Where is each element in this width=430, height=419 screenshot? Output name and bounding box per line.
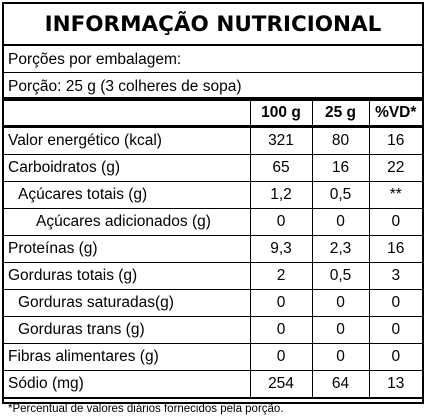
column-header-100g: 100 g: [250, 101, 313, 128]
table-row: Carboidratos (g) 65 16 22: [4, 154, 422, 182]
value-per-100g: 0: [249, 208, 312, 236]
nutrition-table: 100 g 25 g %VD* Valor energético (kcal) …: [4, 101, 422, 399]
table-row: Sódio (mg) 254 64 13: [4, 370, 422, 399]
value-per-25g: 64: [311, 370, 369, 399]
table-row: Gorduras saturadas(g) 0 0 0: [4, 289, 422, 317]
column-header-nutrient: [4, 101, 251, 128]
value-per-100g: 9,3: [249, 235, 312, 263]
table-row: Proteínas (g) 9,3 2,3 16: [4, 235, 422, 263]
value-vd: 13: [368, 370, 422, 399]
table-header-row: 100 g 25 g %VD*: [4, 101, 422, 128]
value-vd: 22: [368, 154, 422, 182]
table-row: Valor energético (kcal) 321 80 16: [4, 126, 422, 155]
value-per-25g: 0,5: [311, 181, 369, 209]
servings-per-package: Porções por embalagem:: [4, 46, 422, 73]
table-row: Gorduras totais (g) 2 0,5 3: [4, 262, 422, 290]
nutrient-name: Açúcares totais (g): [4, 181, 250, 209]
value-per-100g: 1,2: [249, 181, 312, 209]
nutrient-name: Gorduras saturadas(g): [4, 289, 250, 317]
table-row: Fibras alimentares (g) 0 0 0: [4, 343, 422, 371]
nutrient-name: Sódio (mg): [4, 370, 250, 399]
value-per-25g: 80: [311, 126, 369, 155]
value-vd: **: [368, 181, 422, 209]
panel-title: INFORMAÇÃO NUTRICIONAL: [4, 4, 422, 46]
table-row: Açúcares totais (g) 1,2 0,5 **: [4, 181, 422, 209]
value-vd: 3: [368, 262, 422, 290]
value-per-25g: 0: [311, 208, 369, 236]
value-per-100g: 321: [249, 126, 312, 155]
value-per-25g: 0,5: [311, 262, 369, 290]
value-vd: 0: [368, 208, 422, 236]
nutrient-name: Carboidratos (g): [4, 154, 250, 182]
value-per-25g: 0: [311, 343, 369, 371]
nutrient-name: Gorduras trans (g): [4, 316, 250, 344]
nutrient-name: Gorduras totais (g): [4, 262, 250, 290]
table-row: Gorduras trans (g) 0 0 0: [4, 316, 422, 344]
value-vd: 0: [368, 289, 422, 317]
value-per-25g: 0: [311, 289, 369, 317]
value-per-100g: 0: [249, 289, 312, 317]
value-vd: 0: [368, 316, 422, 344]
nutrition-facts-panel: INFORMAÇÃO NUTRICIONAL Porções por embal…: [2, 2, 424, 415]
value-per-100g: 0: [249, 316, 312, 344]
nutrient-name: Proteínas (g): [4, 235, 250, 263]
value-per-25g: 2,3: [311, 235, 369, 263]
value-per-100g: 0: [249, 343, 312, 371]
nutrient-name: Açúcares adicionados (g): [4, 208, 250, 236]
column-header-25g: 25 g: [312, 101, 370, 128]
nutrient-name: Valor energético (kcal): [4, 126, 250, 155]
table-row: Açúcares adicionados (g) 0 0 0: [4, 208, 422, 236]
value-vd: 0: [368, 343, 422, 371]
value-per-100g: 2: [249, 262, 312, 290]
serving-size: Porção: 25 g (3 colheres de sopa): [4, 73, 422, 101]
nutrient-name: Fibras alimentares (g): [4, 343, 250, 371]
value-per-100g: 65: [249, 154, 312, 182]
footnote: *Percentual de valores diários fornecido…: [8, 403, 284, 415]
value-vd: 16: [368, 126, 422, 155]
value-vd: 16: [368, 235, 422, 263]
value-per-25g: 16: [311, 154, 369, 182]
value-per-25g: 0: [311, 316, 369, 344]
column-header-vd: %VD*: [369, 101, 422, 128]
value-per-100g: 254: [249, 370, 312, 399]
